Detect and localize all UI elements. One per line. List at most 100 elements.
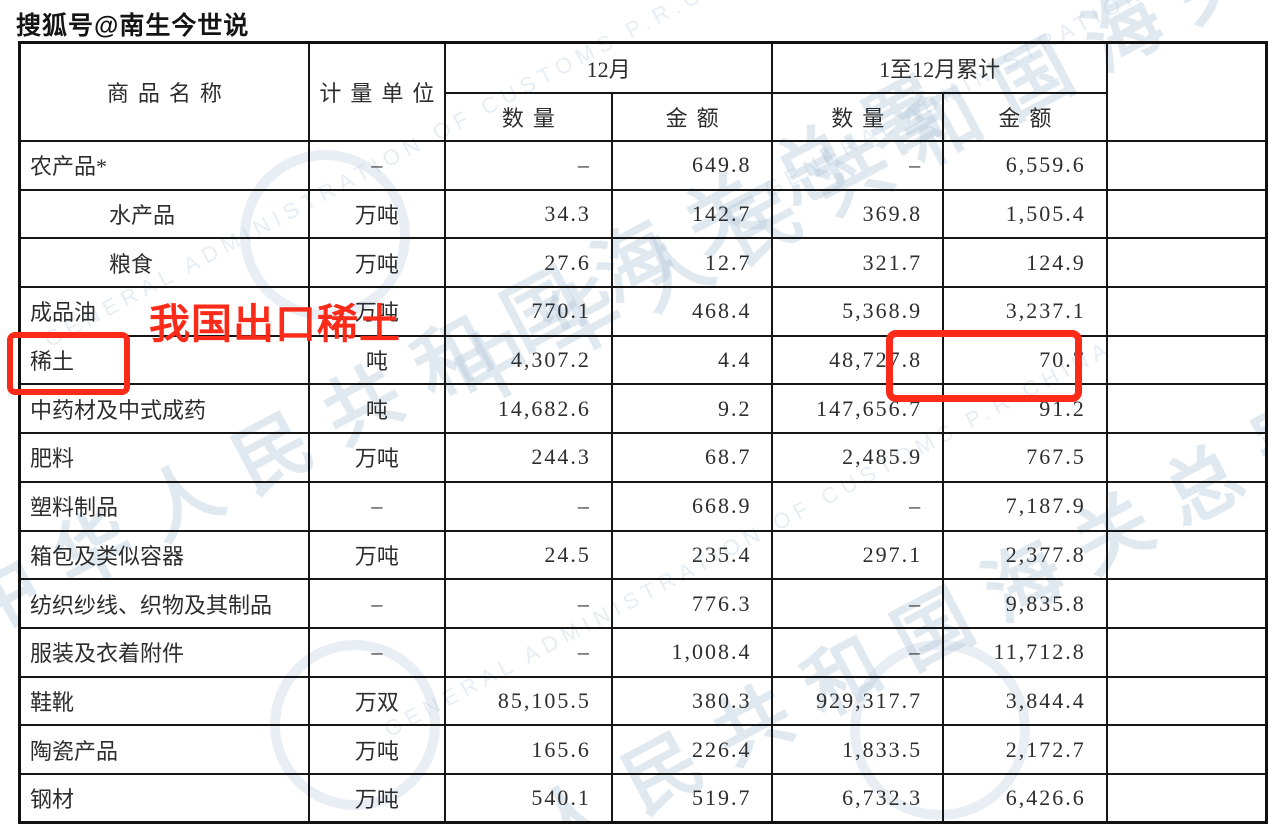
unit-cell: 万吨 bbox=[307, 237, 446, 289]
dec-amount-cell: 4.4 bbox=[610, 334, 774, 386]
table-row: 肥料 万吨 244.3 68.7 2,485.9 767.5 bbox=[18, 432, 1268, 483]
dec-quantity-cell: – bbox=[443, 626, 613, 678]
dec-quantity-cell: 165.6 bbox=[443, 724, 613, 775]
product-name-cell: 箱包及类似容器 bbox=[18, 529, 310, 581]
cum-amount-cell: 767.5 bbox=[942, 432, 1108, 483]
cum-quantity-cell: – bbox=[771, 578, 945, 629]
cum-amount-cell: 91.2 bbox=[942, 383, 1108, 435]
product-name-cell: 农产品* bbox=[18, 140, 310, 191]
cum-quantity-cell: 48,727.8 bbox=[771, 334, 945, 386]
header-cum-quantity: 数量 bbox=[771, 92, 945, 142]
unit-cell: – bbox=[307, 626, 446, 678]
dec-amount-cell: 12.7 bbox=[610, 237, 774, 289]
header-december: 12月 bbox=[443, 41, 774, 94]
cum-amount-cell: 3,844.4 bbox=[942, 675, 1108, 727]
red-highlight-box-product bbox=[7, 332, 130, 395]
table-row: 粮食 万吨 27.6 12.7 321.7 124.9 bbox=[18, 237, 1268, 289]
cum-quantity-cell: 1,833.5 bbox=[771, 724, 945, 775]
dec-amount-cell: 649.8 bbox=[610, 140, 774, 191]
cutoff-cell bbox=[1105, 237, 1268, 289]
cum-amount-cell: 3,237.1 bbox=[942, 286, 1108, 337]
dec-quantity-cell: – bbox=[443, 480, 613, 532]
cum-amount-cell: 2,172.7 bbox=[942, 724, 1108, 775]
cum-quantity-cell: 5,368.9 bbox=[771, 286, 945, 337]
unit-cell: 万双 bbox=[307, 675, 446, 727]
unit-cell: 吨 bbox=[307, 334, 446, 386]
dec-quantity-cell: – bbox=[443, 140, 613, 191]
cutoff-cell bbox=[1105, 188, 1268, 240]
dec-quantity-cell: 24.5 bbox=[443, 529, 613, 581]
table-row: 农产品* – –649.8–6,559.6 bbox=[18, 140, 1268, 191]
unit-cell: 万吨 bbox=[307, 432, 446, 483]
dec-amount-cell: 668.9 bbox=[610, 480, 774, 532]
cum-quantity-cell: 297.1 bbox=[771, 529, 945, 581]
product-name-cell: 稀土 bbox=[18, 334, 310, 386]
cum-quantity-cell: – bbox=[771, 480, 945, 532]
dec-amount-cell: 380.3 bbox=[610, 675, 774, 727]
table-row: 塑料制品 – –668.9–7,187.9 bbox=[18, 480, 1268, 532]
table-row: 成品油 万吨 770.1 468.4 5,368.9 3,237.1 bbox=[18, 286, 1268, 337]
unit-cell: 吨 bbox=[307, 383, 446, 435]
dec-amount-cell: 776.3 bbox=[610, 578, 774, 629]
cutoff-cell bbox=[1105, 529, 1268, 581]
unit-cell: 万吨 bbox=[307, 529, 446, 581]
product-name-cell: 水产品 bbox=[18, 188, 310, 240]
unit-cell: 万吨 bbox=[307, 724, 446, 775]
dec-quantity-cell: 4,307.2 bbox=[443, 334, 613, 386]
cutoff-cell bbox=[1105, 626, 1268, 678]
cum-amount-cell: 6,426.6 bbox=[942, 772, 1108, 824]
product-name-cell: 钢材 bbox=[18, 772, 310, 824]
cum-quantity-cell: – bbox=[771, 140, 945, 191]
cutoff-cell bbox=[1105, 675, 1268, 727]
dec-amount-cell: 142.7 bbox=[610, 188, 774, 240]
product-name-cell: 纺织纱线、织物及其制品 bbox=[18, 578, 310, 629]
cum-quantity-cell: 2,485.9 bbox=[771, 432, 945, 483]
unit-cell: – bbox=[307, 140, 446, 191]
dec-amount-cell: 226.4 bbox=[610, 724, 774, 775]
dec-amount-cell: 468.4 bbox=[610, 286, 774, 337]
cutoff-cell bbox=[1105, 724, 1268, 775]
unit-cell: 万吨 bbox=[307, 188, 446, 240]
table-row: 鞋靴 万双 85,105.5 380.3 929,317.7 3,844.4 bbox=[18, 675, 1268, 727]
cum-amount-cell: 2,377.8 bbox=[942, 529, 1108, 581]
header-unit: 计量单位 bbox=[307, 41, 446, 142]
red-highlight-box-value bbox=[886, 330, 1082, 402]
header-dec-amount: 金额 bbox=[610, 92, 774, 142]
unit-cell: 万吨 bbox=[307, 286, 446, 337]
table-row: 纺织纱线、织物及其制品 – –776.3–9,835.8 bbox=[18, 578, 1268, 629]
dec-quantity-cell: 244.3 bbox=[443, 432, 613, 483]
unit-cell: – bbox=[307, 480, 446, 532]
product-name-cell: 服装及衣着附件 bbox=[18, 626, 310, 678]
product-name-cell: 成品油 bbox=[18, 286, 310, 337]
table-row: 水产品 万吨 34.3 142.7 369.8 1,505.4 bbox=[18, 188, 1268, 240]
dec-quantity-cell: 85,105.5 bbox=[443, 675, 613, 727]
product-name-cell: 肥料 bbox=[18, 432, 310, 483]
dec-amount-cell: 9.2 bbox=[610, 383, 774, 435]
header-cum-amount: 金额 bbox=[942, 92, 1108, 142]
cum-amount-cell: 6,559.6 bbox=[942, 140, 1108, 191]
product-name-cell: 粮食 bbox=[18, 237, 310, 289]
dec-quantity-cell: 27.6 bbox=[443, 237, 613, 289]
cum-quantity-cell: 929,317.7 bbox=[771, 675, 945, 727]
cum-amount-cell: 124.9 bbox=[942, 237, 1108, 289]
dec-quantity-cell: 14,682.6 bbox=[443, 383, 613, 435]
dec-quantity-cell: 540.1 bbox=[443, 772, 613, 824]
cum-quantity-cell: 6,732.3 bbox=[771, 772, 945, 824]
cutoff-cell bbox=[1105, 383, 1268, 435]
product-name-cell: 塑料制品 bbox=[18, 480, 310, 532]
red-annotation-text: 我国出口稀土 bbox=[149, 301, 401, 347]
cum-amount-cell: 11,712.8 bbox=[942, 626, 1108, 678]
dec-amount-cell: 1,008.4 bbox=[610, 626, 774, 678]
cum-quantity-cell: – bbox=[771, 626, 945, 678]
export-commodity-table: 商品名称 计量单位 12月 1至12月累计 数量 金额 数量 金额 农产品* – –… bbox=[18, 41, 1268, 824]
cutoff-cell bbox=[1105, 772, 1268, 824]
dec-amount-cell: 519.7 bbox=[610, 772, 774, 824]
header-cumulative: 1至12月累计 bbox=[771, 41, 1108, 94]
unit-cell: – bbox=[307, 578, 446, 629]
dec-amount-cell: 235.4 bbox=[610, 529, 774, 581]
cum-amount-cell: 1,505.4 bbox=[942, 188, 1108, 240]
product-name-cell: 陶瓷产品 bbox=[18, 724, 310, 775]
cum-amount-cell: 9,835.8 bbox=[942, 578, 1108, 629]
table-row: 中药材及中式成药吨 14,682.6 9.2 147,656.7 91.2 bbox=[18, 383, 1268, 435]
cutoff-cell bbox=[1105, 578, 1268, 629]
